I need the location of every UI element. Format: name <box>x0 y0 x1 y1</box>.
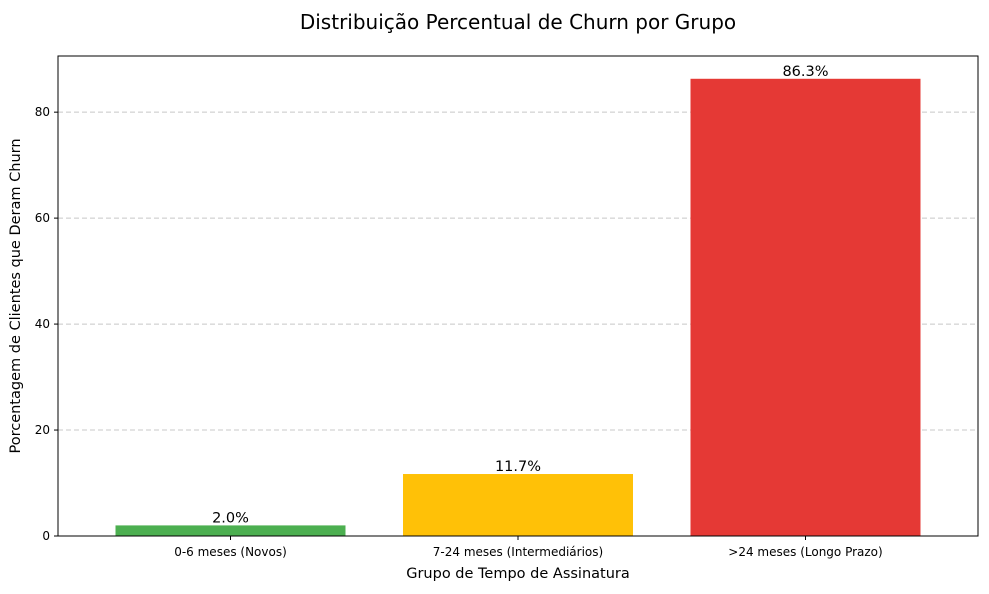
y-axis: 0 20 40 60 80 <box>35 105 58 543</box>
chart-title: Distribuição Percentual de Churn por Gru… <box>300 10 736 34</box>
y-axis-label: Porcentagem de Clientes que Deram Churn <box>8 138 24 453</box>
x-tick-label: 7-24 meses (Intermediários) <box>433 545 603 559</box>
bar-value-label: 11.7% <box>495 459 541 475</box>
y-tick-label: 80 <box>35 105 50 119</box>
bar <box>690 78 921 536</box>
x-tick-label: >24 meses (Longo Prazo) <box>728 545 882 559</box>
bar <box>115 525 346 536</box>
data-labels: 2.0% 11.7% 86.3% <box>212 64 828 527</box>
x-axis-label: Grupo de Tempo de Assinatura <box>406 566 630 582</box>
y-tick-label: 20 <box>35 423 50 437</box>
bars <box>115 78 921 536</box>
bar <box>403 474 633 536</box>
y-tick-label: 60 <box>35 211 50 225</box>
x-tick-label: 0-6 meses (Novos) <box>174 545 287 559</box>
gridlines <box>58 111 978 431</box>
x-axis: 0-6 meses (Novos) 7-24 meses (Intermediár… <box>174 536 883 559</box>
y-tick-label: 40 <box>35 317 50 331</box>
bar-value-label: 2.0% <box>212 510 249 526</box>
y-tick-label: 0 <box>42 529 50 543</box>
bar-value-label: 86.3% <box>782 64 828 80</box>
